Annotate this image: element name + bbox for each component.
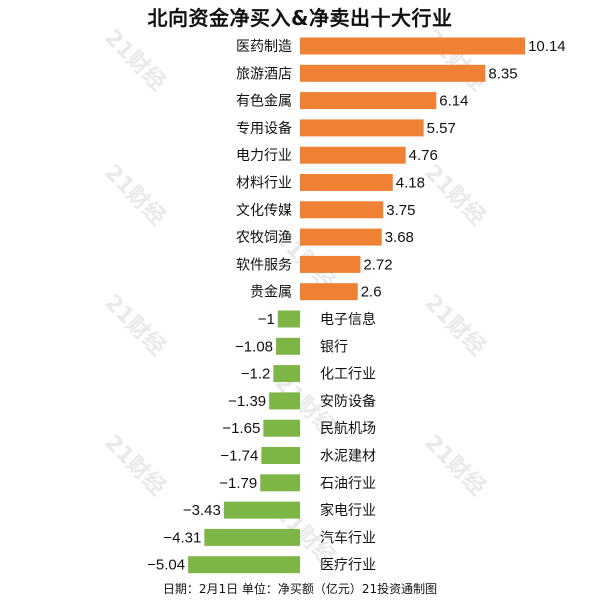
bar-5 <box>300 146 406 164</box>
bar-9 <box>300 255 361 273</box>
category-label: 安防设备 <box>320 393 376 410</box>
category-label: 电力行业 <box>236 148 292 164</box>
watermark-text: 21财经 <box>419 289 490 360</box>
bar-6 <box>300 174 393 191</box>
bar-4 <box>300 119 424 137</box>
value-label: 2.72 <box>363 256 392 273</box>
category-label: 医药制造 <box>236 39 292 55</box>
bar-11 <box>277 310 300 328</box>
bar-7 <box>300 201 384 219</box>
value-label: 2.6 <box>361 284 382 301</box>
labels-layer: 医药制造 10.14 旅游酒店 8.35 有色金属 6.14 专用设备 5.57 电力行业 4.7… <box>147 38 566 574</box>
category-label: 医疗行业 <box>320 558 376 574</box>
watermark-text: 21财经 <box>419 159 490 230</box>
category-label: 有色金属 <box>236 93 292 110</box>
value-label: −4.31 <box>163 529 201 546</box>
watermark-text: 21财经 <box>419 24 490 95</box>
bar-10 <box>300 283 358 301</box>
bar-3 <box>300 92 437 110</box>
value-label: −1 <box>258 311 275 328</box>
category-label: 农牧饲渔 <box>236 230 292 246</box>
watermark-text: 21财经 <box>99 429 170 500</box>
value-label: −1.2 <box>241 366 271 383</box>
watermark-text: 21财经 <box>99 289 170 360</box>
value-label: −5.04 <box>147 557 185 574</box>
value-label: −1.79 <box>219 475 257 492</box>
category-label: 汽车行业 <box>320 529 376 546</box>
bar-8 <box>300 228 382 246</box>
bar-12 <box>276 337 300 355</box>
bar-14 <box>269 392 300 410</box>
value-label: 6.14 <box>439 93 468 110</box>
bar-20 <box>188 556 300 574</box>
category-label: 贵金属 <box>250 285 292 301</box>
category-label: 银行 <box>320 339 348 355</box>
value-label: 4.76 <box>409 147 438 164</box>
value-label: 5.57 <box>427 120 456 137</box>
category-label: 水泥建材 <box>320 449 376 465</box>
bars-layer <box>188 37 526 574</box>
value-label: −1.74 <box>220 448 258 465</box>
chart-footer: 日期：2月1日 单位：净买额（亿元）21投资通制图 <box>162 582 438 596</box>
bar-16 <box>261 447 300 464</box>
value-label: 3.75 <box>386 202 415 219</box>
category-label: 材料行业 <box>236 176 292 192</box>
value-label: 4.18 <box>396 175 425 192</box>
bar-17 <box>260 474 300 492</box>
value-label: −3.43 <box>183 502 221 519</box>
value-label: −1.08 <box>235 338 273 355</box>
category-label: 家电行业 <box>320 502 376 519</box>
category-label: 旅游酒店 <box>236 66 292 82</box>
bar-2 <box>300 64 486 82</box>
category-label: 文化传媒 <box>236 203 292 219</box>
category-label: 软件服务 <box>236 257 292 273</box>
value-label: 10.14 <box>528 38 566 55</box>
bar-13 <box>273 365 300 383</box>
value-label: 8.35 <box>488 65 517 82</box>
value-label: 3.68 <box>385 229 414 246</box>
chart-title: 北向资金净买入&净卖出十大行业 <box>147 6 453 30</box>
category-label: 电子信息 <box>320 311 376 328</box>
category-label: 专用设备 <box>236 120 292 137</box>
category-label: 石油行业 <box>320 476 376 492</box>
bar-18 <box>223 501 300 519</box>
bar-1 <box>300 37 526 55</box>
category-label: 化工行业 <box>320 367 376 383</box>
value-label: −1.39 <box>228 393 266 410</box>
watermark-text: 21财经 <box>419 429 490 500</box>
watermark-text: 21财经 <box>99 24 170 95</box>
bar-19 <box>204 528 300 546</box>
watermark-text: 21财经 <box>99 159 170 230</box>
value-label: −1.65 <box>222 420 260 437</box>
category-label: 民航机场 <box>320 421 376 437</box>
bar-15 <box>263 419 300 437</box>
